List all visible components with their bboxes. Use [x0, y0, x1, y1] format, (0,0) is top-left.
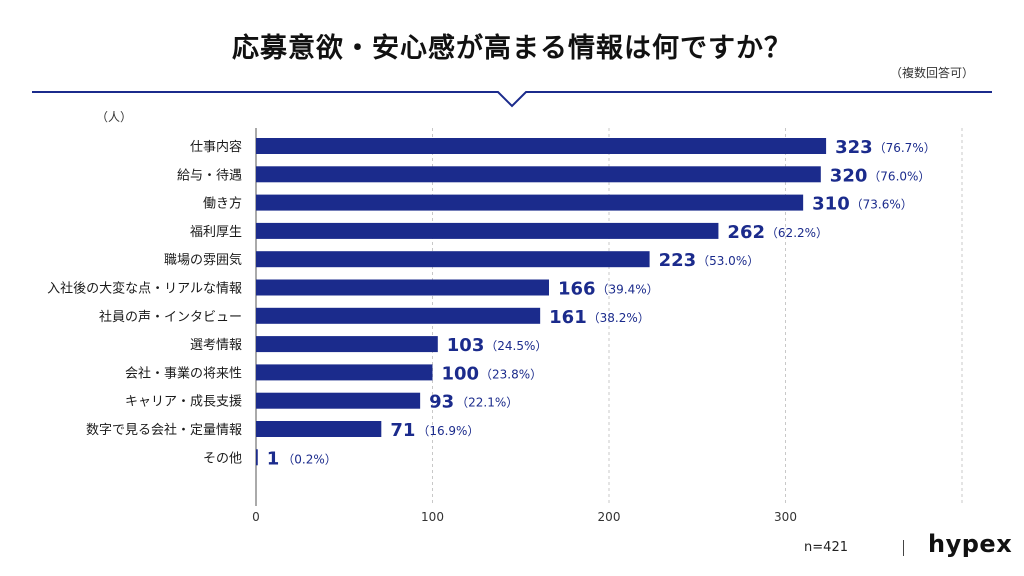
bar	[256, 138, 827, 154]
category-label: 会社・事業の将来性	[125, 365, 242, 381]
sample-size: n=421	[804, 540, 848, 555]
percent-label: （24.5%）	[485, 339, 547, 353]
category-label: 働き方	[203, 196, 242, 212]
value-label: 1	[267, 448, 280, 469]
value-label: 323	[835, 137, 873, 158]
bar	[256, 336, 438, 353]
percent-label: （76.0%）	[868, 169, 930, 183]
value-label: 166	[558, 279, 596, 300]
x-tick-label: 0	[252, 510, 260, 524]
value-label: 320	[830, 165, 868, 186]
x-tick-label: 300	[774, 510, 797, 524]
x-tick-label: 100	[421, 510, 444, 524]
value-label: 100	[442, 363, 480, 384]
bar	[256, 421, 382, 437]
category-label: 社員の声・インタビュー	[99, 309, 242, 325]
bar	[256, 279, 549, 296]
percent-label: （22.1%）	[456, 396, 518, 410]
category-label: 数字で見る会社・定量情報	[86, 422, 242, 438]
percent-label: （0.2%）	[282, 452, 337, 466]
category-label: その他	[203, 451, 242, 466]
percent-label: （53.0%）	[697, 254, 759, 268]
bar	[256, 392, 421, 409]
category-label: 給与・待遇	[177, 168, 242, 183]
percent-label: （76.7%）	[874, 141, 936, 155]
value-label: 93	[429, 392, 454, 413]
percent-label: （23.8%）	[480, 367, 542, 381]
category-label: キャリア・成長支援	[125, 395, 242, 410]
multiple-answer-note: （複数回答可）	[889, 66, 974, 80]
category-label: 福利厚生	[190, 225, 242, 240]
value-label: 103	[447, 335, 485, 356]
category-label: 選考情報	[190, 338, 242, 353]
bar	[256, 166, 821, 183]
percent-label: （73.6%）	[851, 198, 913, 212]
divider-line-with-notch	[32, 91, 992, 108]
value-label: 223	[659, 250, 697, 271]
value-label: 310	[812, 194, 850, 215]
value-label: 161	[549, 307, 587, 328]
category-label: 仕事内容	[190, 139, 242, 155]
category-label: 入社後の大変な点・リアルな情報	[47, 281, 242, 297]
x-tick-label: 200	[598, 510, 621, 524]
percent-label: （39.4%）	[596, 283, 658, 297]
bar	[256, 251, 650, 268]
brand-logo: hypex	[928, 530, 1013, 558]
percent-label: （16.9%）	[417, 424, 479, 438]
value-label: 71	[390, 420, 415, 441]
bar	[256, 364, 433, 381]
bar	[256, 307, 541, 324]
bar	[256, 194, 804, 211]
percent-label: （38.2%）	[588, 311, 650, 325]
page-title: 応募意欲・安心感が高まる情報は何ですか？	[232, 33, 792, 64]
percent-label: （62.2%）	[766, 226, 828, 240]
header-divider	[32, 91, 992, 108]
bar	[256, 449, 258, 466]
bar	[256, 222, 719, 239]
category-label: 職場の雰囲気	[164, 252, 242, 268]
footer-separator	[903, 540, 904, 556]
unit-label: （人）	[96, 110, 133, 124]
value-label: 262	[727, 222, 765, 243]
